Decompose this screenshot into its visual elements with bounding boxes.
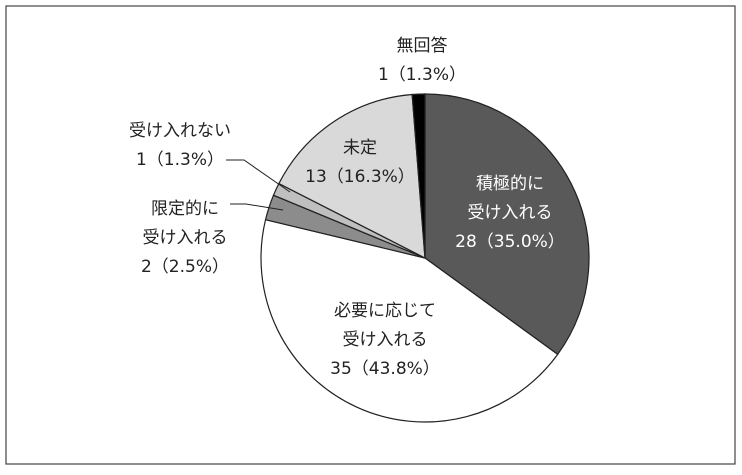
- slice-label: 受け入れない: [129, 121, 231, 141]
- leader-line: [226, 159, 291, 193]
- value-label: 35（43.8%）: [330, 359, 440, 379]
- pie-slice: [278, 93, 426, 260]
- slice-label: 未定: [343, 138, 377, 158]
- value-label: 13（16.3%）: [305, 167, 415, 187]
- pie-slice: [424, 93, 590, 356]
- slice-label: 受け入れる: [468, 203, 553, 223]
- value-label: 28（35.0%）: [455, 232, 565, 252]
- slice-label: 受け入れる: [343, 330, 428, 350]
- pie-slice: [411, 93, 426, 259]
- slice-label: 必要に応じて: [334, 301, 436, 321]
- slice-label: 受け入れる: [143, 228, 228, 248]
- slice-label: 無回答: [397, 36, 448, 56]
- value-label: 2（2.5%）: [141, 257, 229, 277]
- slice-label: 積極的に: [476, 174, 544, 194]
- slice-label: 限定的に: [151, 199, 219, 219]
- value-label: 1（1.3%）: [136, 150, 224, 170]
- leader-line: [230, 203, 284, 211]
- pie-slice: [260, 218, 559, 423]
- value-label: 1（1.3%）: [378, 65, 466, 85]
